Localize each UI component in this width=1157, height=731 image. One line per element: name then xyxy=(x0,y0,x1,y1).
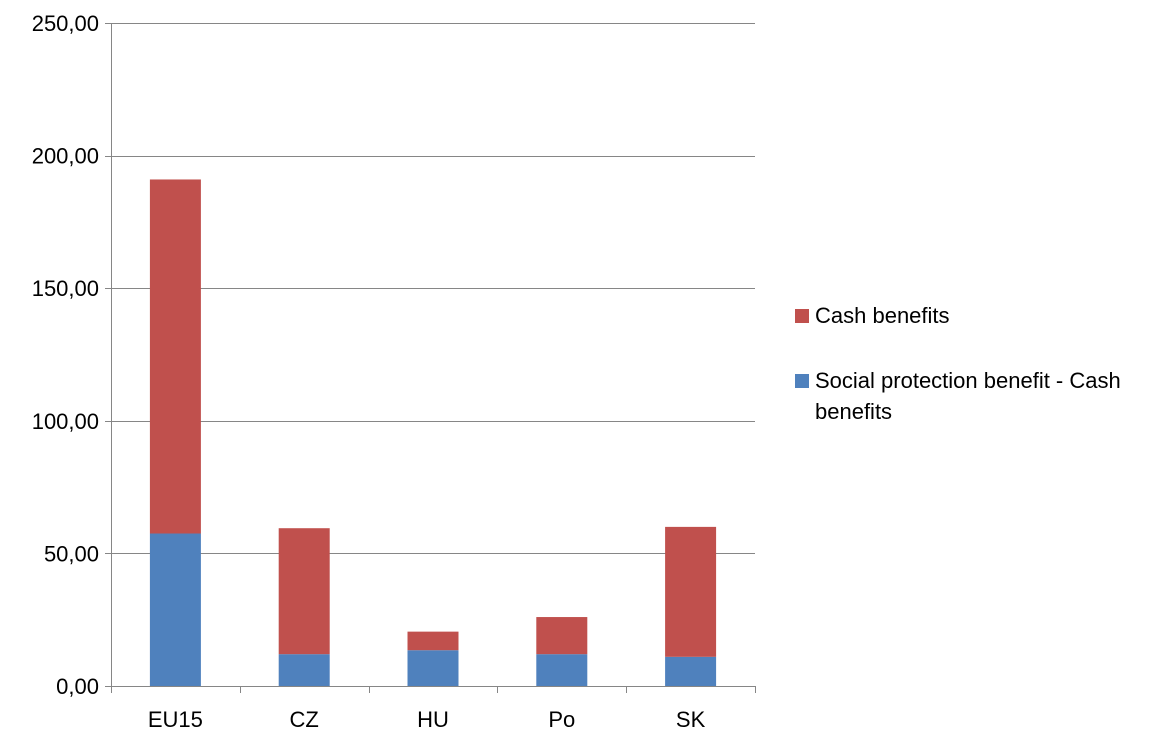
bar-po-social-protection xyxy=(536,654,588,686)
x-tick-label: HU xyxy=(417,707,449,731)
x-tick-label: SK xyxy=(676,707,706,731)
bars xyxy=(149,179,717,686)
bar-eu15-cash-benefits xyxy=(149,179,201,534)
legend-swatch-cash-benefits xyxy=(795,309,809,323)
y-tick-label: 50,00 xyxy=(44,541,99,566)
y-tick-labels: 0,00 50,00 100,00 150,00 200,00 250,00 xyxy=(32,11,99,699)
legend-label-cash-benefits: Cash benefits xyxy=(815,303,950,328)
gridlines xyxy=(111,23,755,554)
x-tick-label: CZ xyxy=(290,707,319,731)
legend-swatch-social-protection xyxy=(795,374,809,388)
bar-cz-social-protection xyxy=(278,654,330,686)
legend-label-social-protection: Social protection benefit - Cash benefit… xyxy=(815,368,1121,424)
legend-item-cash-benefits: Cash benefits xyxy=(795,300,1155,331)
bar-po-cash-benefits xyxy=(536,617,588,655)
x-tick-label: Po xyxy=(548,707,575,731)
legend: Cash benefits Social protection benefit … xyxy=(795,300,1155,461)
x-tick-labels: EU15 CZ HU Po SK xyxy=(148,707,706,731)
bar-hu-social-protection xyxy=(407,650,459,686)
bar-sk-social-protection xyxy=(665,656,717,686)
x-tick-label: EU15 xyxy=(148,707,203,731)
y-tick-label: 200,00 xyxy=(32,144,99,169)
legend-item-social-protection: Social protection benefit - Cash benefit… xyxy=(795,365,1155,427)
y-tick-label: 250,00 xyxy=(32,11,99,36)
y-tick-label: 100,00 xyxy=(32,409,99,434)
bar-hu-cash-benefits xyxy=(407,631,459,651)
axes xyxy=(105,23,756,693)
bar-sk-cash-benefits xyxy=(665,526,717,657)
bar-eu15-social-protection xyxy=(149,533,201,686)
bar-cz-cash-benefits xyxy=(278,528,330,655)
y-tick-label: 0,00 xyxy=(56,674,99,699)
y-tick-label: 150,00 xyxy=(32,276,99,301)
